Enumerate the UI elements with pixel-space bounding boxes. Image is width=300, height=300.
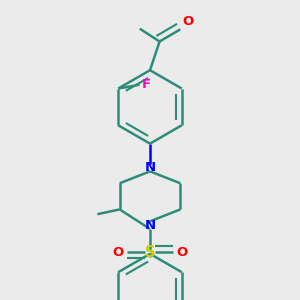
Text: N: N xyxy=(144,161,156,174)
Text: N: N xyxy=(144,219,156,232)
Text: F: F xyxy=(142,78,151,91)
Text: S: S xyxy=(145,245,155,260)
Text: O: O xyxy=(176,246,188,259)
Text: O: O xyxy=(112,246,124,259)
Text: O: O xyxy=(183,15,194,28)
